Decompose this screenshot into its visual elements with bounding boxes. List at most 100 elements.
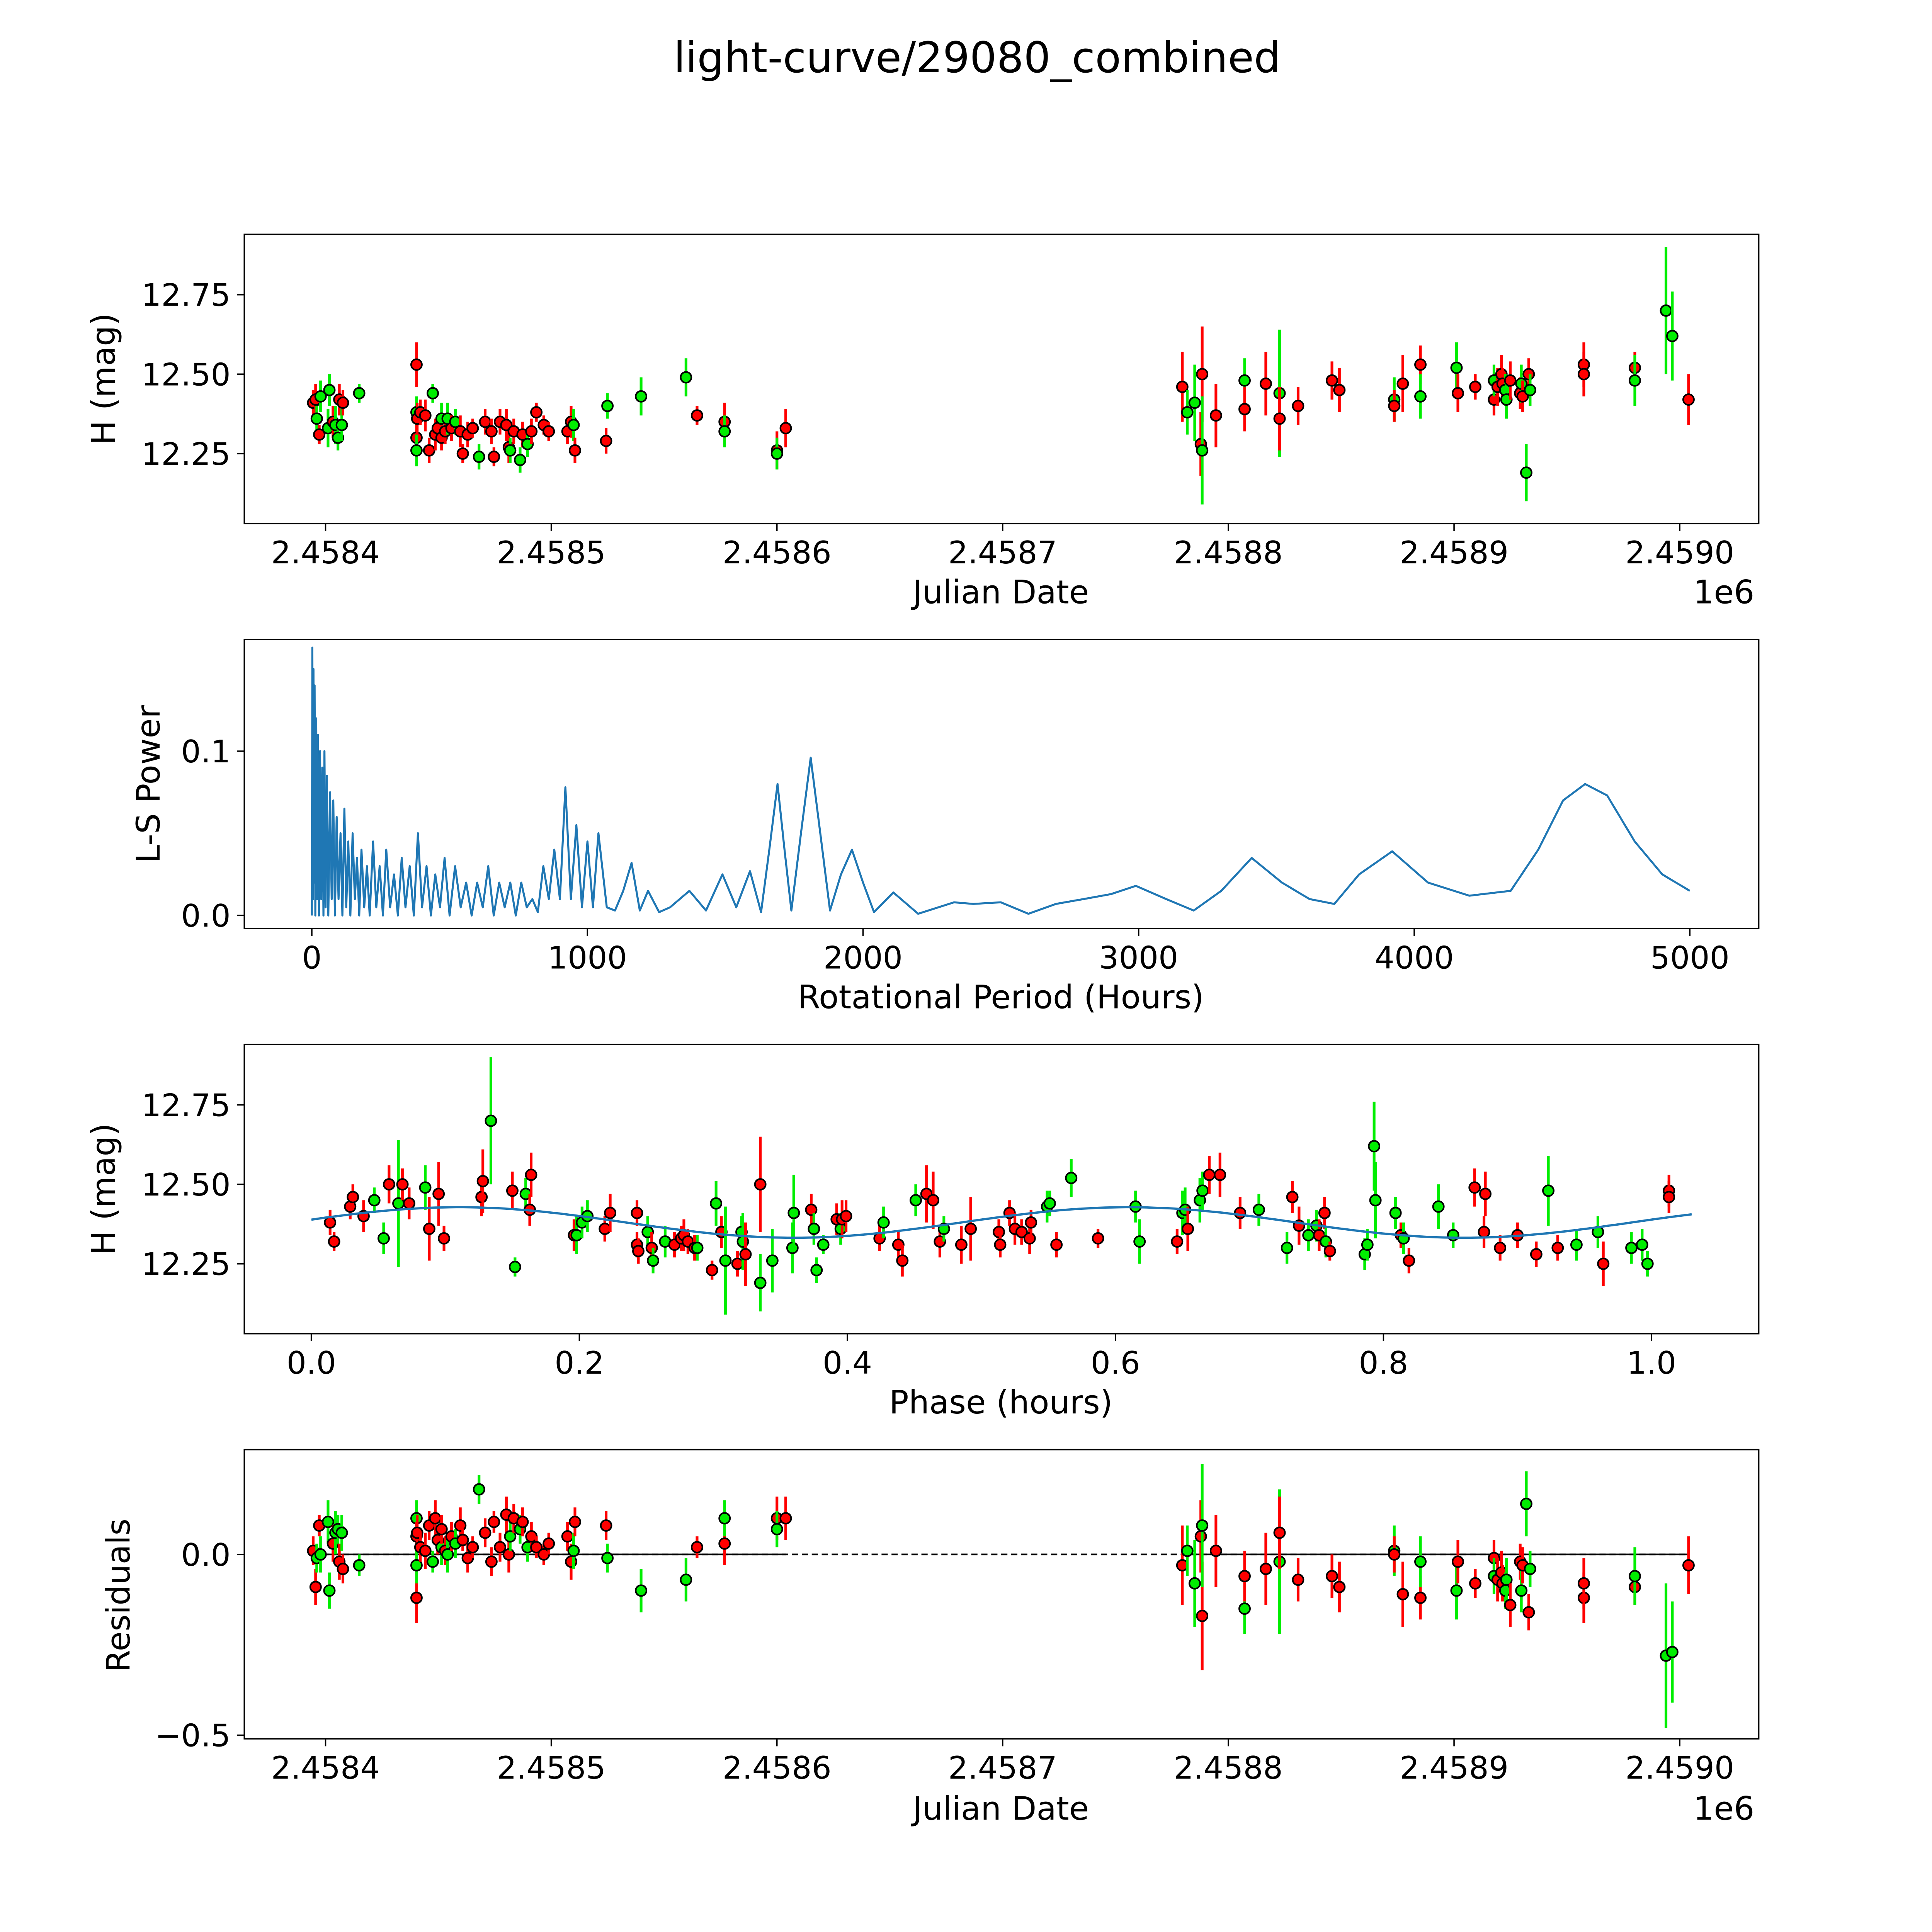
- data-point: [435, 1523, 448, 1536]
- data-point: [494, 1541, 507, 1554]
- data-point: [1636, 1238, 1648, 1251]
- data-point: [1326, 374, 1338, 387]
- data-point: [353, 1559, 366, 1571]
- data-point: [353, 387, 366, 400]
- data-point: [955, 1238, 968, 1251]
- data-point: [877, 1216, 890, 1229]
- data-point: [410, 1592, 423, 1604]
- data-point: [1551, 1242, 1564, 1254]
- data-point: [410, 358, 423, 371]
- data-point: [456, 447, 469, 460]
- data-point: [419, 1181, 432, 1194]
- data-point: [323, 1584, 336, 1597]
- data-point: [1520, 1497, 1532, 1510]
- x-tick-label: 0.2: [554, 1345, 604, 1381]
- data-point: [1530, 1248, 1543, 1260]
- data-point: [896, 1254, 909, 1267]
- data-point: [569, 1515, 581, 1528]
- data-point: [810, 1264, 823, 1277]
- axes-frame: [243, 639, 1760, 929]
- data-point: [419, 1544, 432, 1557]
- data-point: [601, 400, 614, 412]
- data-point: [1396, 378, 1409, 390]
- data-point: [1025, 1216, 1037, 1229]
- data-point: [1522, 1606, 1535, 1619]
- phased-panel: Phase (hours) H (mag) 0.0 0.2 0.4 0.6 0.8 1.0…: [85, 1044, 1760, 1421]
- data-point: [337, 1563, 349, 1575]
- data-point: [647, 1254, 660, 1267]
- x-tick-label: 2.4587: [948, 535, 1057, 571]
- data-point: [1181, 406, 1194, 418]
- x-axis-label: Phase (hours): [889, 1383, 1112, 1421]
- data-point: [525, 425, 538, 438]
- data-point: [691, 1242, 704, 1254]
- power-spectrum-line: [311, 646, 1690, 917]
- data-point: [1209, 1544, 1222, 1557]
- data-point: [635, 1584, 648, 1597]
- data-point: [1065, 1172, 1078, 1184]
- data-point: [1181, 1544, 1194, 1557]
- data-point: [506, 1184, 519, 1197]
- x-tick-label: 2.4585: [497, 535, 606, 571]
- data-point: [1447, 1229, 1459, 1242]
- data-point: [1597, 1257, 1610, 1270]
- data-point: [1625, 1242, 1638, 1254]
- data-point: [543, 425, 555, 438]
- data-point: [1396, 1588, 1409, 1600]
- x-tick-label: 4000: [1374, 940, 1454, 976]
- data-point: [368, 1194, 381, 1207]
- data-point: [1333, 384, 1346, 396]
- data-point: [1452, 387, 1464, 400]
- light-curve-panel: Julian Date 1e6 H (mag) 2.4584 2.4585 2.45…: [85, 233, 1760, 611]
- data-point: [479, 1526, 492, 1539]
- y-tick-label: 12.75: [141, 1088, 231, 1124]
- data-point: [1171, 1235, 1184, 1248]
- x-tick-label: 2.4590: [1625, 1750, 1734, 1786]
- data-point: [335, 1526, 348, 1539]
- data-point: [600, 435, 612, 447]
- data-point: [787, 1207, 800, 1219]
- data-point: [1326, 1570, 1338, 1582]
- x-tick-label: 0.8: [1359, 1345, 1408, 1381]
- data-point: [731, 1257, 744, 1270]
- data-point: [1323, 1245, 1336, 1257]
- data-point: [1281, 1242, 1293, 1254]
- data-point: [770, 1523, 783, 1536]
- data-point: [1196, 368, 1209, 381]
- y-axis-label: H (mag): [85, 1123, 122, 1255]
- data-point: [466, 1541, 479, 1554]
- x-tick-label: 2.4589: [1400, 535, 1509, 571]
- y-tick-label: 0.0: [181, 898, 231, 934]
- data-point: [328, 1235, 340, 1248]
- data-point: [423, 1223, 435, 1235]
- data-point: [1209, 409, 1222, 422]
- data-point: [808, 1223, 820, 1235]
- data-point: [1318, 1207, 1331, 1219]
- figure: light-curve/29080_combined Julian Date 1…: [85, 33, 1760, 1828]
- data-point: [530, 1541, 543, 1554]
- x-tick-label: 5000: [1650, 940, 1730, 976]
- x-axis-label: Julian Date: [911, 573, 1089, 611]
- x-tick-label: 1.0: [1627, 1345, 1676, 1381]
- data-point: [1292, 400, 1304, 412]
- data-point: [310, 412, 323, 425]
- x-tick-label: 2.4584: [271, 1750, 380, 1786]
- data-point: [314, 390, 327, 403]
- data-point: [1666, 330, 1679, 342]
- data-point: [680, 1573, 692, 1586]
- data-point: [1292, 1573, 1304, 1586]
- data-point: [1577, 368, 1590, 381]
- residuals-panel: Julian Date 1e6 Residuals 2.4584 2.4585 2.…: [99, 1449, 1760, 1828]
- data-point: [1452, 1555, 1464, 1568]
- data-point: [1333, 1581, 1346, 1594]
- data-point: [779, 422, 792, 435]
- axes-frame: [243, 233, 1760, 524]
- data-point: [1196, 1184, 1209, 1197]
- data-point: [1468, 1181, 1481, 1194]
- x-tick-label: 2.4588: [1174, 535, 1283, 571]
- data-point: [1520, 466, 1532, 479]
- data-point: [1500, 1573, 1513, 1586]
- data-point: [504, 444, 517, 457]
- data-point: [1542, 1184, 1555, 1197]
- x-tick-label: 0.4: [823, 1345, 872, 1381]
